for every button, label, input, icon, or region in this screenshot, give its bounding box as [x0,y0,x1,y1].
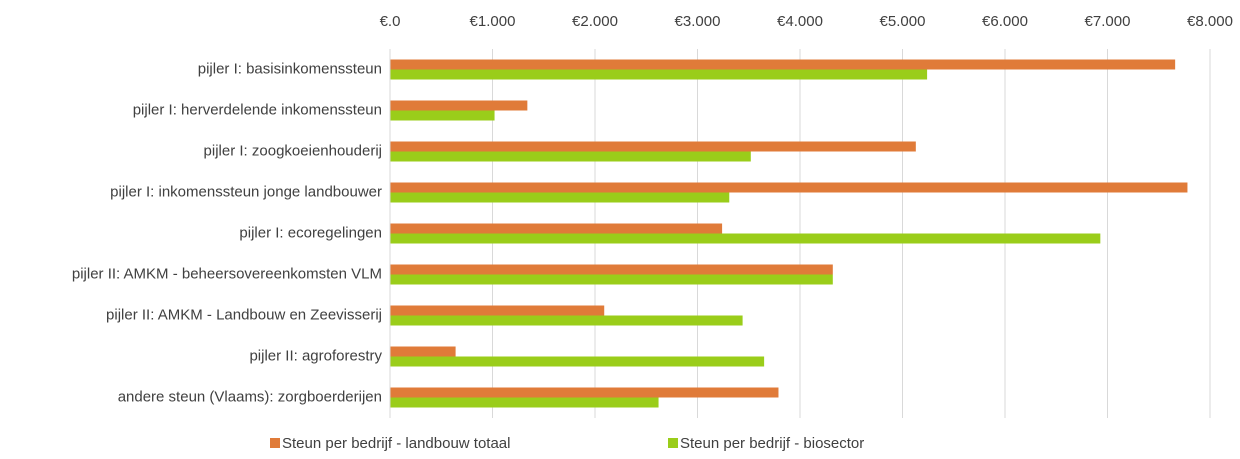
legend-swatch [270,438,280,448]
y-tick-label: pijler I: inkomenssteun jonge landbouwer [110,183,382,200]
x-tick-label: €3.000 [675,13,721,30]
bar [390,387,779,398]
legend-label: Steun per bedrijf - biosector [680,435,864,452]
bar [390,264,833,275]
y-tick-label: pijler II: AMKM - beheersovereenkomsten … [72,265,382,282]
x-tick-label: €5.000 [880,13,926,30]
bar [390,356,765,367]
x-tick-label: €1.000 [470,13,516,30]
y-tick-label: andere steun (Vlaams): zorgboerderijen [118,388,382,405]
y-tick-label: pijler I: herverdelende inkomenssteun [133,101,382,118]
bar [390,223,723,234]
y-tick-label: pijler I: zoogkoeienhouderij [204,142,382,159]
legend-swatch [668,438,678,448]
bar [390,305,605,316]
bar [390,59,1176,70]
bar [390,274,833,285]
legend-label: Steun per bedrijf - landbouw totaal [282,435,510,452]
bar [390,233,1101,244]
x-tick-label: €.0 [380,13,401,30]
bar [390,100,528,111]
bar [390,141,916,152]
x-tick-label: €7.000 [1085,13,1131,30]
y-tick-label: pijler II: agroforestry [249,347,382,364]
bar [390,315,743,326]
bar [390,397,659,408]
bar [390,151,751,162]
bar [390,182,1188,193]
y-tick-label: pijler II: AMKM - Landbouw en Zeevisseri… [106,306,382,323]
x-tick-label: €2.000 [572,13,618,30]
bar [390,110,495,121]
bar [390,192,730,203]
y-tick-label: pijler I: basisinkomenssteun [198,60,382,77]
x-tick-label: €6.000 [982,13,1028,30]
x-tick-label: €4.000 [777,13,823,30]
bar [390,346,456,357]
y-tick-label: pijler I: ecoregelingen [239,224,382,241]
bar [390,69,928,80]
x-tick-label: €8.000 [1187,13,1233,30]
